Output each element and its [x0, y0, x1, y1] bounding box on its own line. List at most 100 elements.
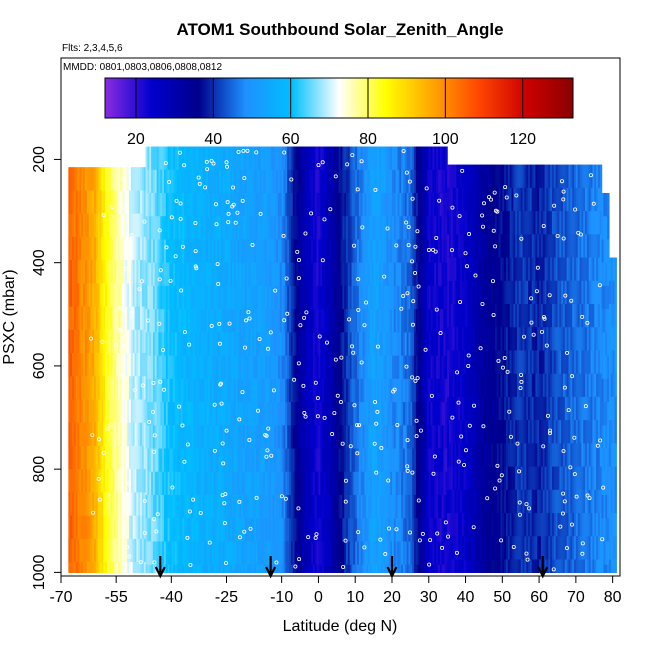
- heatmap-cell: [149, 425, 152, 450]
- heatmap-cell: [327, 425, 331, 450]
- heatmap-cell: [412, 309, 415, 333]
- heatmap-cell: [255, 146, 259, 171]
- heatmap-cell: [132, 538, 136, 563]
- heatmap-cell: [209, 192, 213, 217]
- heatmap-cell: [290, 239, 294, 264]
- heatmap-cell: [305, 564, 309, 573]
- heatmap-cell: [125, 306, 128, 331]
- heatmap-cell: [129, 399, 132, 424]
- heatmap-cell: [241, 471, 244, 496]
- heatmap-cell: [322, 541, 325, 566]
- heatmap-cell: [303, 494, 307, 519]
- heatmap-cell: [528, 257, 531, 282]
- heatmap-cell: [305, 378, 309, 403]
- heatmap-cell: [347, 541, 351, 566]
- heatmap-cell: [334, 378, 338, 403]
- heatmap-cell: [450, 443, 454, 468]
- heatmap-cell: [417, 448, 421, 473]
- heatmap-cell: [130, 399, 134, 424]
- heatmap-cell: [246, 425, 250, 450]
- heatmap-cell: [86, 515, 90, 540]
- heatmap-cell: [452, 466, 456, 491]
- heatmap-cell: [546, 420, 549, 444]
- heatmap-cell: [95, 422, 99, 447]
- heatmap-cell: [360, 402, 364, 426]
- heatmap-cell: [92, 515, 95, 540]
- heatmap-cell: [287, 192, 290, 217]
- heatmap-cell: [219, 448, 222, 473]
- heatmap-cell: [346, 285, 349, 310]
- heatmap-cell: [305, 192, 309, 217]
- heatmap-cell: [498, 211, 502, 235]
- heatmap-cell: [244, 309, 248, 333]
- heatmap-cell: [377, 216, 380, 241]
- heatmap-cell: [515, 420, 518, 444]
- heatmap-cell: [542, 489, 546, 514]
- heatmap-cell: [329, 471, 332, 496]
- heatmap-cell: [312, 216, 316, 241]
- heatmap-cell: [276, 355, 279, 380]
- heatmap-cell: [289, 471, 292, 496]
- heatmap-cell: [511, 187, 514, 212]
- heatmap-cell: [483, 280, 487, 305]
- heatmap-cell: [415, 494, 419, 519]
- heatmap-cell: [336, 332, 340, 357]
- heatmap-cell: [342, 309, 345, 333]
- heatmap-cell: [421, 332, 424, 357]
- heatmap-cell: [186, 402, 189, 426]
- heatmap-cell: [410, 564, 413, 573]
- heatmap-cell: [232, 355, 235, 380]
- heatmap-cell: [349, 169, 353, 194]
- heatmap-cell: [145, 378, 149, 403]
- heatmap-cell: [191, 564, 194, 573]
- heatmap-cell: [414, 494, 417, 519]
- heatmap-cell: [386, 448, 389, 473]
- heatmap-cell: [254, 216, 257, 241]
- heatmap-cell: [239, 169, 242, 194]
- heatmap-cell: [406, 425, 410, 450]
- heatmap-cell: [237, 169, 240, 194]
- heatmap-cell: [509, 280, 513, 305]
- heatmap-cell: [368, 332, 371, 357]
- heatmap-cell: [189, 541, 193, 566]
- heatmap-cell: [276, 425, 279, 450]
- heatmap-cell: [540, 257, 544, 282]
- heatmap-cell: [254, 471, 257, 496]
- heatmap-cell: [448, 513, 452, 537]
- heatmap-cell: [423, 378, 426, 403]
- heatmap-cell: [338, 494, 342, 519]
- heatmap-cell: [456, 396, 459, 421]
- heatmap-cell: [265, 239, 268, 264]
- heatmap-cell: [118, 422, 121, 447]
- heatmap-cell: [189, 564, 193, 573]
- heatmap-cell: [329, 494, 332, 519]
- heatmap-cell: [151, 448, 154, 473]
- heatmap-cell: [151, 471, 154, 496]
- heatmap-cell: [518, 396, 522, 421]
- heatmap-cell: [116, 399, 119, 424]
- heatmap-cell: [200, 564, 204, 573]
- heatmap-cell: [517, 211, 520, 235]
- heatmap-cell: [151, 216, 154, 241]
- heatmap-cell: [397, 169, 400, 194]
- heatmap-cell: [318, 146, 321, 171]
- heatmap-cell: [355, 332, 358, 357]
- heatmap-cell: [340, 285, 343, 310]
- heatmap-cell: [79, 376, 82, 401]
- heatmap-cell: [162, 448, 165, 473]
- heatmap-cell: [399, 425, 402, 450]
- heatmap-cell: [252, 541, 255, 566]
- heatmap-cell: [517, 396, 520, 421]
- heatmap-cell: [371, 309, 375, 333]
- heatmap-cell: [346, 262, 349, 287]
- heatmap-cell: [325, 425, 329, 450]
- heatmap-cell: [116, 329, 119, 354]
- heatmap-cell: [531, 257, 535, 282]
- heatmap-cell: [336, 448, 340, 473]
- heatmap-cell: [101, 538, 104, 563]
- heatmap-cell: [318, 541, 321, 566]
- heatmap-cell: [342, 471, 345, 496]
- heatmap-cell: [344, 332, 347, 357]
- heatmap-cell: [173, 402, 176, 426]
- heatmap-cell: [375, 448, 378, 473]
